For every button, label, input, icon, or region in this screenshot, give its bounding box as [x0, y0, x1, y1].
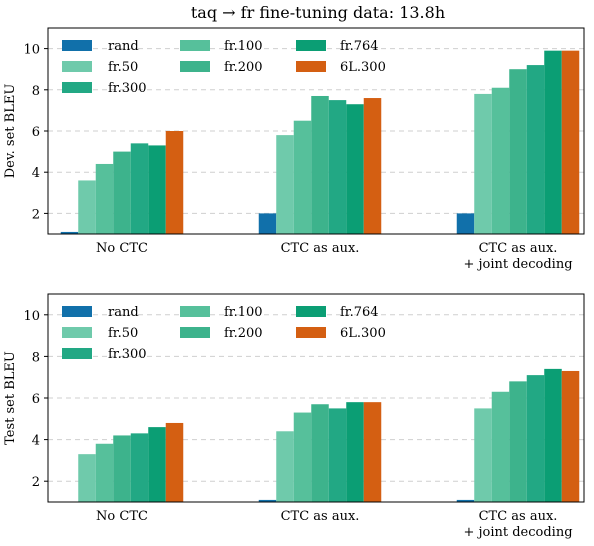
y-axis-label: Dev. set BLEU	[3, 84, 18, 179]
x-category-label: No CTC	[96, 509, 148, 524]
y-tick-label: 8	[32, 350, 40, 365]
legend-swatch-6l-300	[296, 327, 326, 338]
legend-label-rand: rand	[108, 39, 139, 54]
bar-fr-300	[130, 433, 149, 502]
bar-rand	[258, 213, 277, 234]
bar-6l-300	[165, 422, 184, 502]
legend-label-fr-200: fr.200	[224, 326, 263, 341]
legend-swatch-fr-764	[296, 306, 326, 317]
legend-label-fr-300: fr.300	[108, 347, 147, 362]
legend-label-6l-300: 6L.300	[340, 60, 386, 75]
x-category-label: No CTC	[96, 241, 148, 256]
x-category-label: CTC as aux.	[479, 509, 558, 524]
x-category-label: + joint decoding	[463, 257, 572, 272]
bar-fr-50	[78, 180, 96, 234]
y-tick-label: 10	[23, 43, 40, 58]
bar-6l-300	[561, 370, 580, 502]
legend: rand fr.50 fr.100 fr.200 fr.300 fr.764 6L.300	[62, 39, 386, 96]
y-tick-label: 8	[32, 84, 40, 99]
legend-label-fr-300: fr.300	[108, 81, 147, 96]
bar-fr-300	[526, 65, 545, 234]
y-tick-label: 6	[32, 392, 40, 407]
legend-label-rand: rand	[108, 305, 139, 320]
x-category-label: CTC as aux.	[479, 241, 558, 256]
axes-frame	[47, 27, 585, 235]
y-tick-label: 4	[32, 166, 40, 181]
bar-fr-200	[509, 69, 527, 234]
bar-rand	[258, 499, 277, 502]
bar-fr-764	[544, 50, 562, 234]
legend-swatch-fr-50	[62, 327, 92, 338]
y-tick-label: 2	[32, 475, 40, 490]
legend-label-6l-300: 6L.300	[340, 326, 386, 341]
legend-label-fr-100: fr.100	[224, 305, 263, 320]
bar-fr-100	[95, 163, 114, 234]
bar-rand	[60, 231, 79, 234]
bar-rand	[456, 499, 475, 502]
bar-fr-300	[328, 100, 347, 234]
axes-frame	[47, 293, 585, 503]
dev-chart-panel: 2 4 6 8 10 Dev. set BLEU No CTC CTC as aux. CTC …	[3, 27, 585, 272]
bar-fr-100	[293, 120, 312, 234]
y-tick-label: 2	[32, 207, 40, 222]
legend-label-fr-100: fr.100	[224, 39, 263, 54]
legend-swatch-fr-300	[62, 348, 92, 359]
bar-fr-100	[293, 412, 312, 502]
legend-swatch-fr-50	[62, 61, 92, 72]
bar-6l-300	[363, 98, 382, 234]
legend-swatch-fr-100	[180, 306, 210, 317]
test-chart-panel: 2 4 6 8 10 Test set BLEU No CTC CTC as aux. CTC …	[3, 293, 585, 540]
bar-fr-200	[113, 151, 131, 234]
legend-label-fr-50: fr.50	[108, 326, 138, 341]
bar-fr-200	[509, 381, 527, 502]
bar-rand	[456, 213, 475, 234]
legend-swatch-fr-100	[180, 40, 210, 51]
bar-6l-300	[165, 131, 184, 234]
x-category-label: + joint decoding	[463, 525, 572, 540]
bar-fr-50	[276, 135, 294, 234]
legend-swatch-rand	[62, 306, 92, 317]
bar-fr-300	[130, 143, 149, 234]
bar-fr-50	[474, 408, 492, 502]
bar-fr-764	[346, 402, 364, 502]
legend: rand fr.50 fr.100 fr.200 fr.300 fr.764 6L.300	[62, 305, 386, 362]
bar-fr-764	[544, 368, 562, 502]
bar-fr-200	[311, 404, 329, 502]
bar-fr-50	[474, 93, 492, 234]
legend-swatch-fr-200	[180, 61, 210, 72]
legend-swatch-rand	[62, 40, 92, 51]
bar-fr-200	[311, 95, 329, 234]
figure-title: taq → fr fine-tuning data: 13.8h	[191, 3, 445, 22]
y-tick-label: 6	[32, 125, 40, 140]
y-tick-label: 4	[32, 434, 40, 449]
legend-label-fr-764: fr.764	[340, 305, 379, 320]
x-category-label: CTC as aux.	[281, 241, 360, 256]
legend-swatch-fr-764	[296, 40, 326, 51]
x-category-label: CTC as aux.	[281, 509, 360, 524]
bar-fr-50	[78, 454, 96, 502]
bar-6l-300	[363, 402, 382, 502]
legend-label-fr-50: fr.50	[108, 60, 138, 75]
bar-fr-764	[346, 104, 364, 234]
bar-fr-100	[491, 391, 510, 502]
bar-fr-100	[95, 443, 114, 502]
bar-fr-200	[113, 435, 131, 502]
legend-swatch-fr-300	[62, 82, 92, 93]
bar-fr-300	[526, 375, 545, 502]
legend-swatch-fr-200	[180, 327, 210, 338]
legend-label-fr-764: fr.764	[340, 39, 379, 54]
y-tick-label: 10	[23, 309, 40, 324]
legend-label-fr-200: fr.200	[224, 60, 263, 75]
bar-6l-300	[561, 50, 580, 234]
bar-fr-100	[491, 87, 510, 235]
bar-fr-50	[276, 431, 294, 502]
bar-fr-300	[328, 408, 347, 502]
bar-fr-764	[148, 427, 166, 502]
y-axis-label: Test set BLEU	[3, 351, 18, 445]
legend-swatch-6l-300	[296, 61, 326, 72]
bar-fr-764	[148, 145, 166, 234]
